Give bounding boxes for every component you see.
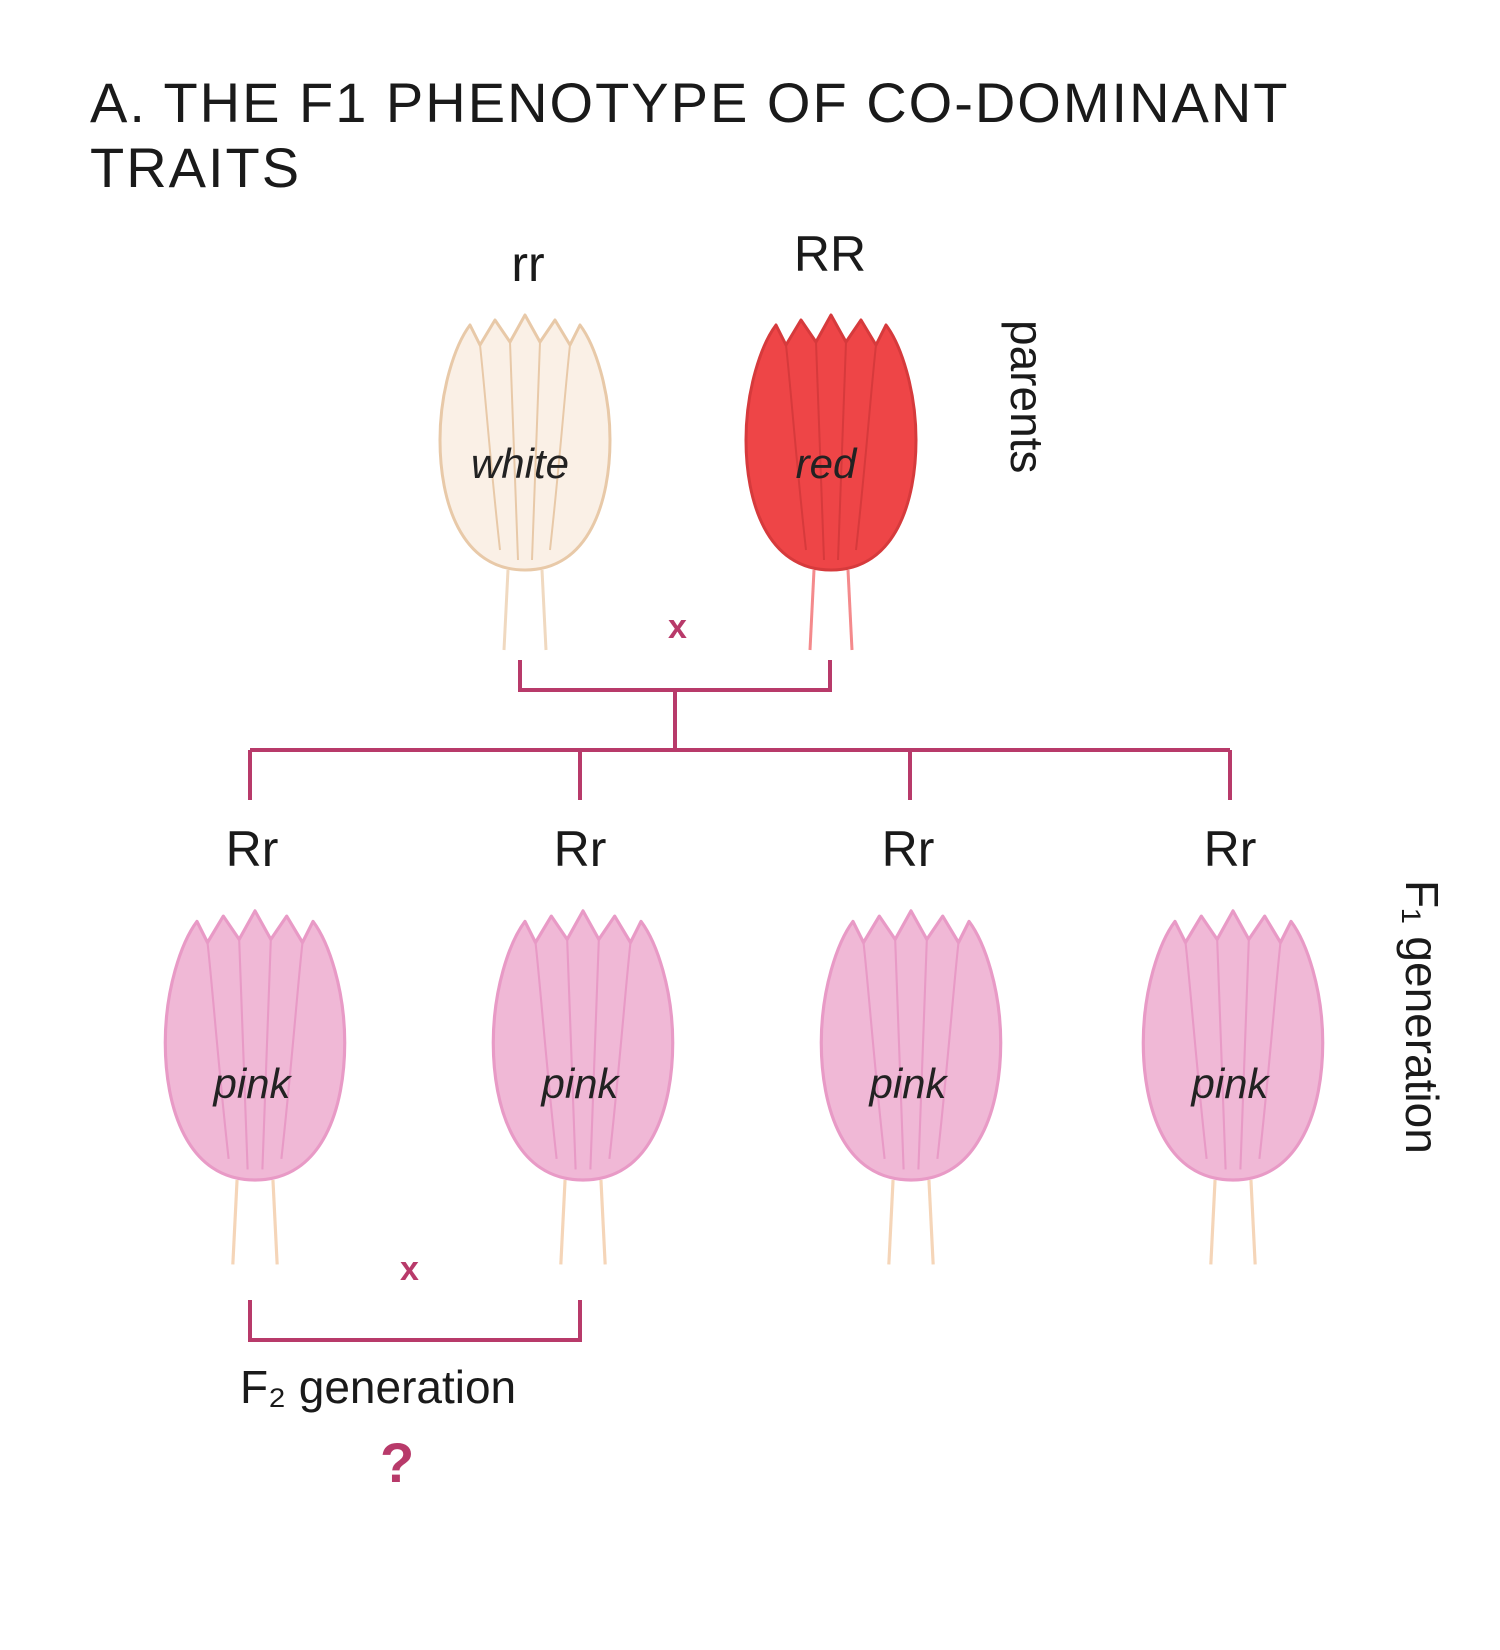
- parent-right-genotype: RR: [770, 225, 890, 283]
- parents-cross-icon: x: [668, 608, 687, 647]
- parent-left-genotype: rr: [468, 235, 588, 293]
- parent-right-phenotype: red: [746, 440, 906, 488]
- f1-phenotype-3: pink: [1150, 1060, 1310, 1108]
- f1-genotype-0: Rr: [192, 820, 312, 878]
- f1-phenotype-1: pink: [500, 1060, 660, 1108]
- parents-side-label: parents: [1000, 320, 1054, 473]
- diagram-title: A. THE F1 PHENOTYPE OF CO-DOMINANT TRAIT…: [90, 70, 1500, 200]
- f2-question-icon: ?: [380, 1430, 414, 1495]
- f2-label: F₂ generation: [240, 1360, 516, 1414]
- f1-phenotype-0: pink: [172, 1060, 332, 1108]
- f1-side-label: F₁ generation: [1395, 880, 1449, 1154]
- f1-cross-icon: x: [400, 1250, 419, 1289]
- parent-left-phenotype: white: [440, 440, 600, 488]
- f1-phenotype-2: pink: [828, 1060, 988, 1108]
- f1-genotype-3: Rr: [1170, 820, 1290, 878]
- f1-genotype-1: Rr: [520, 820, 640, 878]
- f1-genotype-2: Rr: [848, 820, 968, 878]
